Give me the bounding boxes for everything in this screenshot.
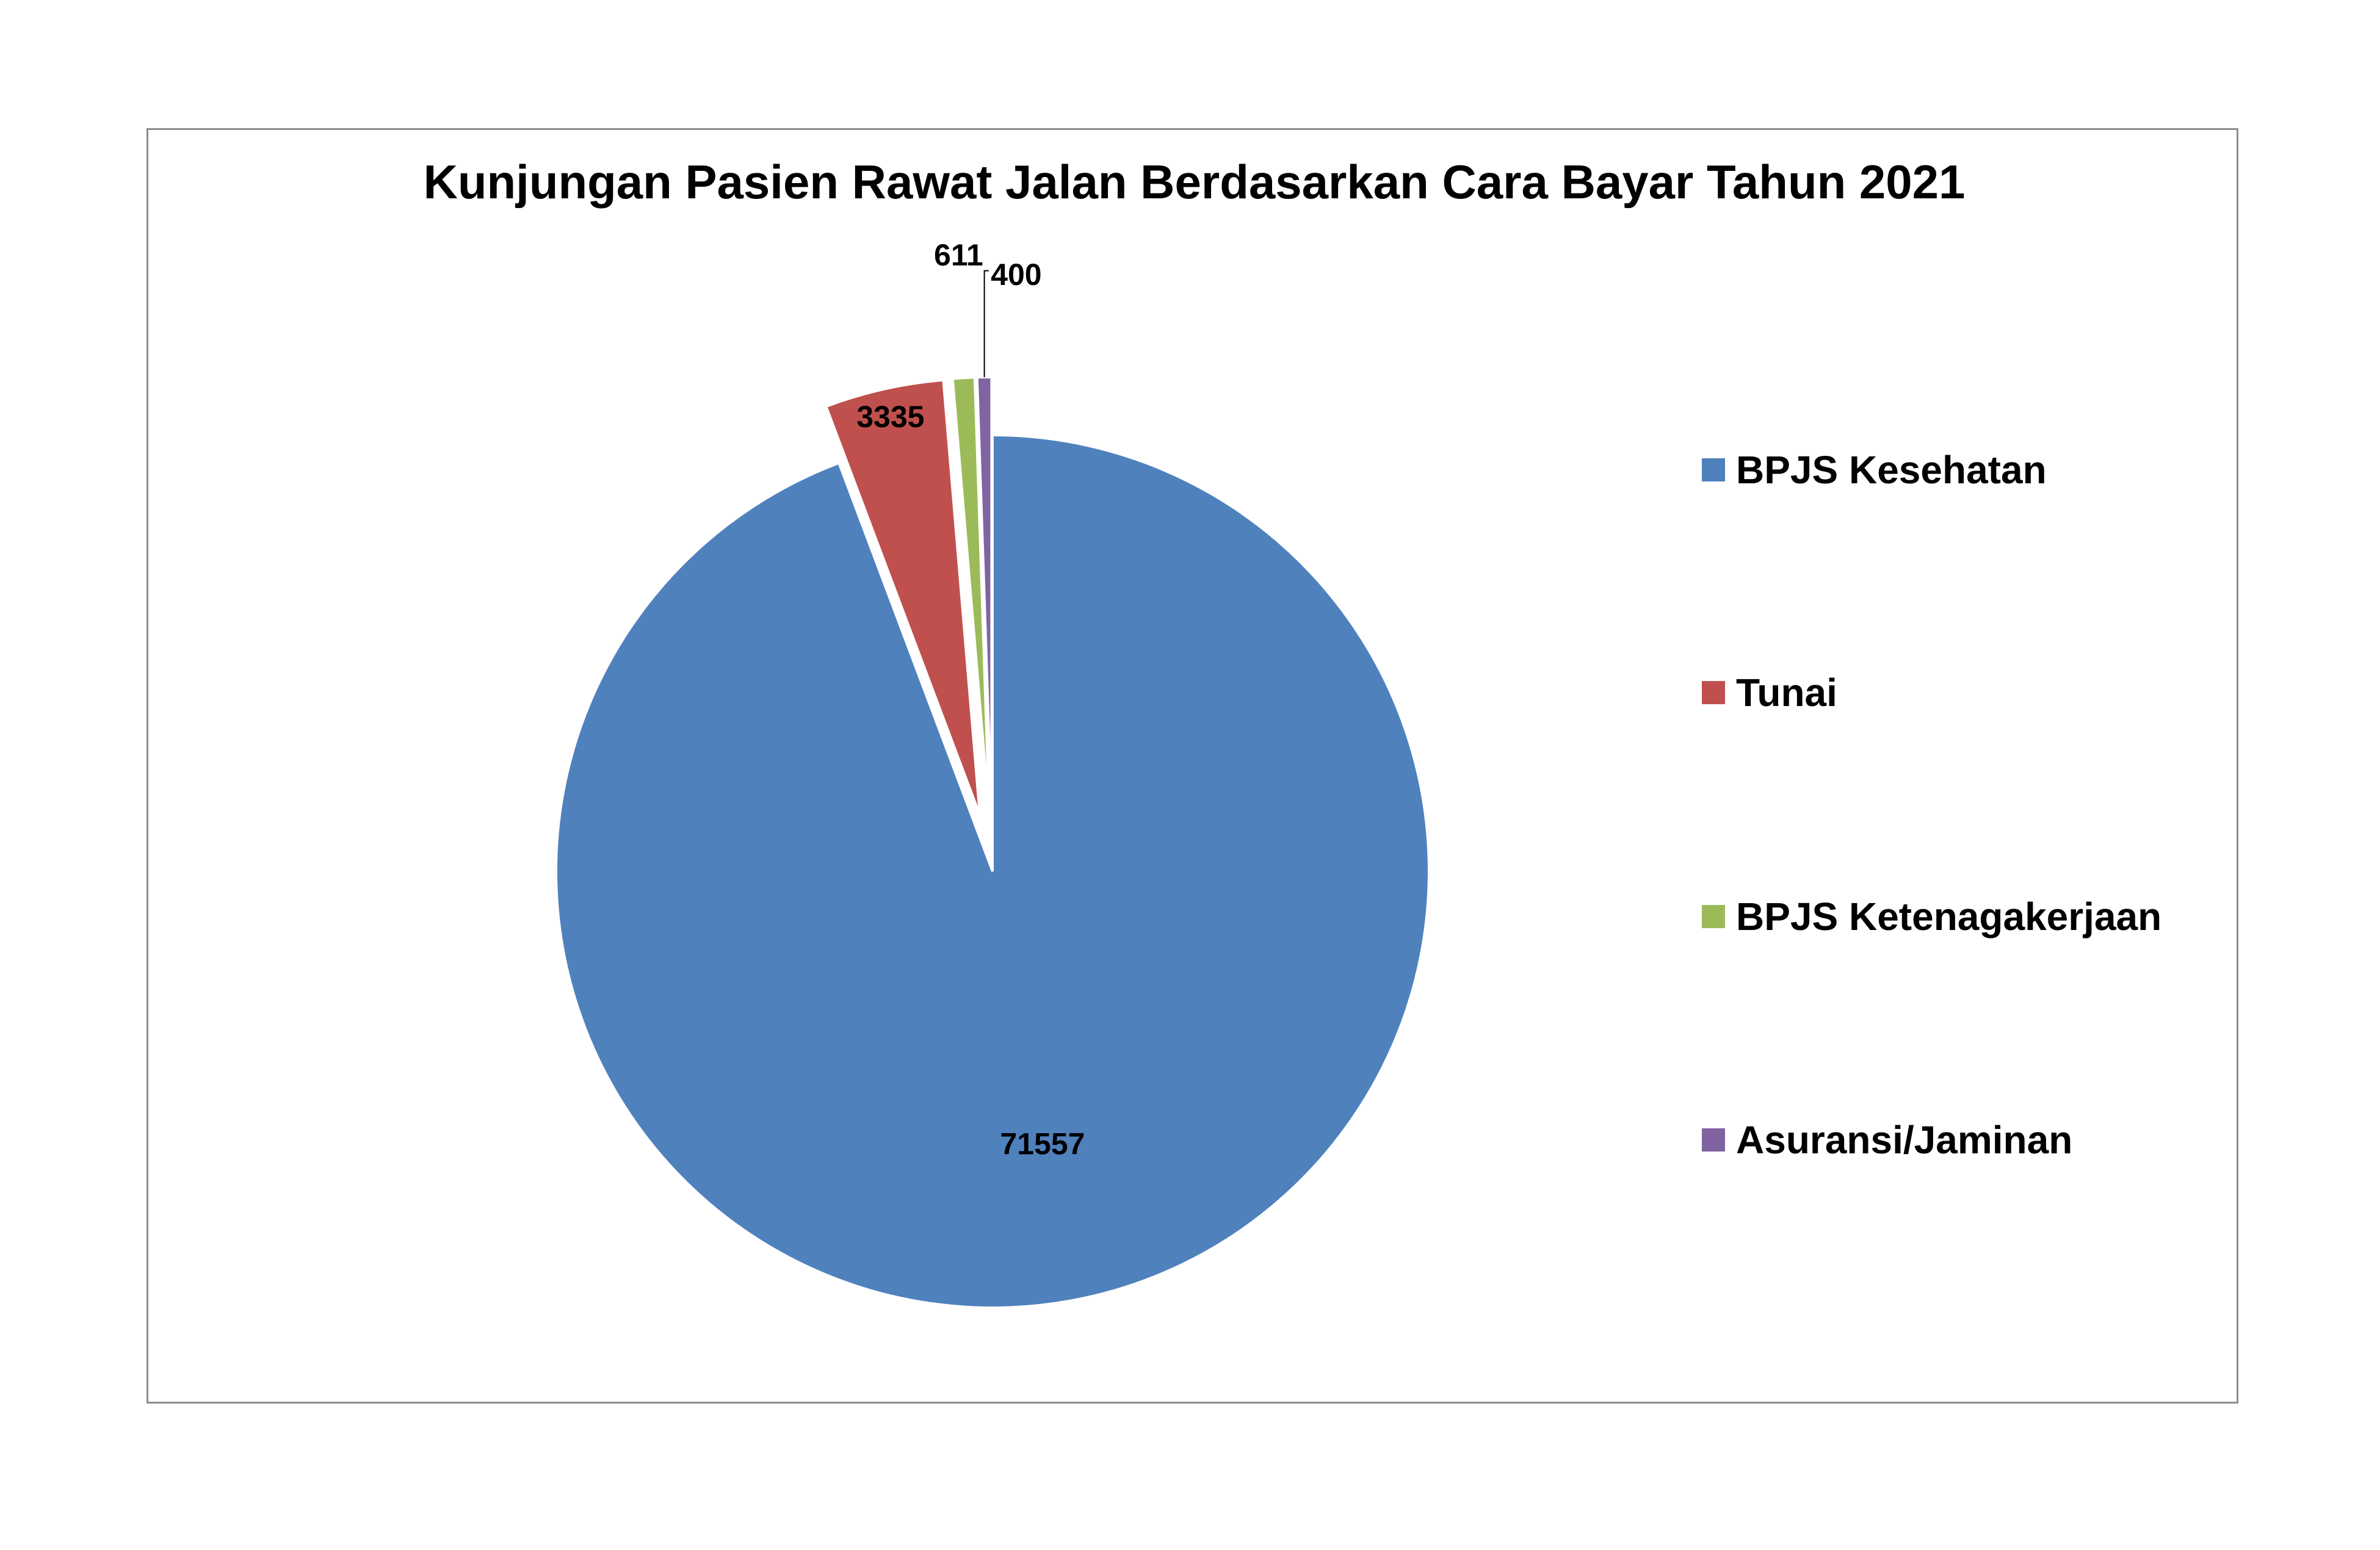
leader-line-asuransi-jaminan bbox=[983, 270, 989, 378]
legend-item-bpjs-kesehatan: BPJS Kesehatan bbox=[1702, 444, 2047, 492]
legend-swatch-bpjs-ketenagakerjaan bbox=[1702, 905, 1725, 929]
legend-label-bpjs-kesehatan: BPJS Kesehatan bbox=[1736, 448, 2047, 492]
pie-slice-tunai bbox=[824, 378, 982, 816]
legend-label-bpjs-ketenagakerjaan: BPJS Ketenagakerjaan bbox=[1736, 895, 2162, 939]
legend-swatch-asuransi-jaminan bbox=[1702, 1128, 1725, 1152]
legend-label-tunai: Tunai bbox=[1736, 671, 1837, 715]
legend-swatch-bpjs-kesehatan bbox=[1702, 458, 1725, 482]
data-label-bpjs-kesehatan: 71557 bbox=[1000, 1126, 1085, 1161]
pie-slice-bpjs-kesehatan bbox=[555, 433, 1430, 1309]
pie-slices bbox=[555, 376, 1430, 1309]
chart-area: Kunjungan Pasien Rawat Jalan Berdasarkan… bbox=[146, 128, 2238, 1404]
data-label-tunai: 3335 bbox=[856, 400, 924, 434]
legend-item-tunai: Tunai bbox=[1702, 667, 1837, 715]
legend-label-asuransi-jaminan: Asuransi/Jaminan bbox=[1736, 1118, 2073, 1162]
chart-title: Kunjungan Pasien Rawat Jalan Berdasarkan… bbox=[423, 155, 1966, 209]
legend-item-bpjs-ketenagakerjaan: BPJS Ketenagakerjaan bbox=[1702, 891, 2161, 939]
legend-swatch-tunai bbox=[1702, 681, 1725, 705]
data-label-asuransi-jaminan: 400 bbox=[991, 258, 1041, 292]
pie-slice-bpjs-ketenagakerjaan bbox=[951, 376, 991, 814]
pie-slice-asuransi-jaminan bbox=[975, 376, 993, 814]
leader-lines bbox=[983, 270, 989, 378]
legend-item-asuransi-jaminan: Asuransi/Jaminan bbox=[1702, 1114, 2072, 1162]
data-label-bpjs-ketenagakerjaan: 611 bbox=[934, 238, 983, 272]
